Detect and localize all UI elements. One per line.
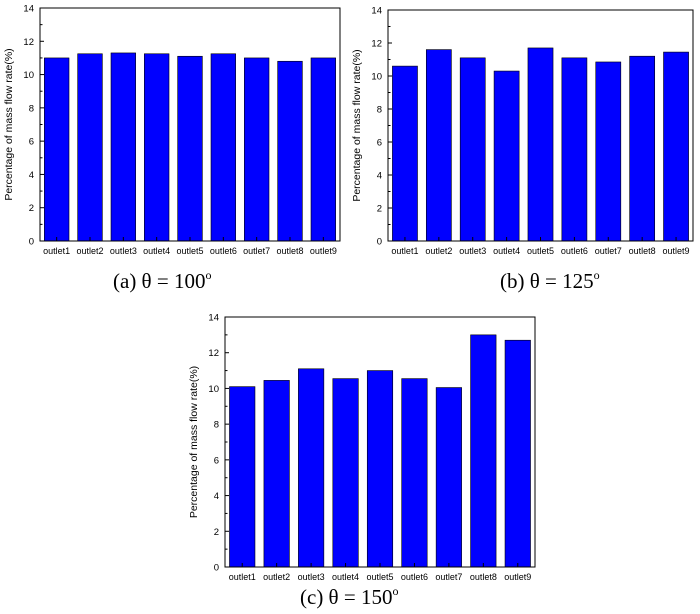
x-tick-label: outlet6 <box>561 246 588 256</box>
x-tick-label: outlet7 <box>435 572 462 582</box>
x-tick-label: outlet5 <box>366 572 393 582</box>
y-tick-label: 8 <box>29 103 34 114</box>
bar-outlet1 <box>44 57 70 242</box>
x-tick-label: outlet8 <box>629 246 656 256</box>
bar-outlet5 <box>177 55 203 242</box>
bar-outlet3 <box>110 52 136 242</box>
x-tick-label: outlet4 <box>143 246 170 256</box>
bar-outlet2 <box>425 49 452 242</box>
bar-outlet8 <box>470 334 497 568</box>
bar-outlet8 <box>629 55 656 242</box>
bar-outlet4 <box>144 53 170 242</box>
y-axis-label: Percentage of mass flow rate(%) <box>351 49 363 201</box>
caption-b-text: (b) θ = 125 <box>500 269 594 293</box>
y-tick-label: 8 <box>377 105 382 116</box>
bar-outlet8 <box>277 60 303 242</box>
y-tick-label: 2 <box>377 204 382 215</box>
y-tick-label: 10 <box>23 70 34 81</box>
bar-chart-b: 0 2 4 6 8 10 12 14 outlet1 outlet2 outlet3 outlet4 o… <box>351 6 694 256</box>
bar-outlet4 <box>493 70 520 242</box>
bar-outlet9 <box>663 51 689 242</box>
x-tick-label: outlet1 <box>43 246 70 256</box>
caption-a-degree: o <box>205 268 212 282</box>
x-tick-label: outlet4 <box>332 572 359 582</box>
x-tick-label: outlet8 <box>470 572 497 582</box>
y-axis-label: Percentage of mass flow rate(%) <box>188 366 200 518</box>
y-axis-label: Percentage of mass flow rate(%) <box>3 48 15 200</box>
y-tick-label: 12 <box>208 348 219 359</box>
bar-outlet1 <box>229 386 256 568</box>
x-tick-label: outlet5 <box>176 246 203 256</box>
x-tick-label: outlet3 <box>110 246 137 256</box>
caption-c: (c) θ = 150o <box>300 584 398 610</box>
x-tick-label: outlet7 <box>595 246 622 256</box>
y-tick-label: 12 <box>371 39 382 50</box>
x-tick-label: outlet8 <box>276 246 303 256</box>
caption-a-text: (a) θ = 100 <box>113 269 206 293</box>
y-tick-label: 14 <box>208 313 219 324</box>
y-tick-label: 6 <box>29 137 34 148</box>
caption-b: (b) θ = 125o <box>500 268 600 294</box>
bar-outlet2 <box>263 380 290 568</box>
x-tick-label: outlet3 <box>298 572 325 582</box>
x-tick-label: outlet9 <box>310 246 337 256</box>
bar-outlet5 <box>366 370 394 568</box>
y-tick-label: 4 <box>214 491 219 502</box>
x-tick-label: outlet2 <box>76 246 103 256</box>
x-tick-label: outlet1 <box>229 572 256 582</box>
bar-outlet2 <box>77 53 103 242</box>
y-tick-label: 10 <box>371 72 382 83</box>
x-tick-label: outlet9 <box>504 572 531 582</box>
y-tick-label: 14 <box>371 6 382 17</box>
x-tick-label: outlet5 <box>527 246 554 256</box>
bar-outlet3 <box>298 368 325 568</box>
caption-b-degree: o <box>593 268 600 282</box>
x-tick-label: outlet6 <box>210 246 237 256</box>
x-tick-label: outlet9 <box>663 246 690 256</box>
y-tick-label: 14 <box>23 4 34 15</box>
bar-outlet3 <box>459 57 486 242</box>
bar-outlet1 <box>392 65 418 242</box>
x-tick-label: outlet4 <box>493 246 520 256</box>
y-tick-label: 2 <box>214 527 219 538</box>
y-tick-label: 6 <box>377 138 382 149</box>
x-tick-label: outlet6 <box>401 572 428 582</box>
y-tick-label: 0 <box>377 237 382 248</box>
bar-outlet6 <box>401 378 428 568</box>
chart-panel-b: 0 2 4 6 8 10 12 14 outlet1 outlet2 outlet3 outlet4 o… <box>345 0 700 265</box>
bar-outlet6 <box>561 57 588 242</box>
bar-outlet6 <box>210 53 236 242</box>
x-tick-label: outlet3 <box>459 246 486 256</box>
y-tick-label: 0 <box>214 563 219 574</box>
x-tick-label: outlet2 <box>425 246 452 256</box>
caption-a: (a) θ = 100o <box>113 268 211 294</box>
y-tick-label: 4 <box>29 170 34 181</box>
y-tick-label: 0 <box>29 237 34 248</box>
chart-panel-c: 0 2 4 6 8 10 12 14 outlet1 outlet2 outlet3 outlet4 o… <box>180 305 550 583</box>
y-tick-label: 12 <box>23 37 34 48</box>
bar-outlet7 <box>244 57 270 242</box>
x-tick-label: outlet2 <box>263 572 290 582</box>
y-tick-label: 10 <box>208 384 219 395</box>
bar-outlet5 <box>527 47 554 242</box>
y-tick-label: 6 <box>214 455 219 466</box>
bar-outlet7 <box>435 387 462 568</box>
bar-outlet7 <box>595 61 622 242</box>
y-tick-label: 8 <box>214 420 219 431</box>
x-tick-label: outlet1 <box>391 246 418 256</box>
chart-panel-a: 0 2 4 6 8 10 12 14 outlet1 outlet2 outlet3 outlet4 o… <box>0 0 345 265</box>
bar-outlet9 <box>310 57 336 242</box>
bar-chart-a: 0 2 4 6 8 10 12 14 outlet1 outlet2 outlet3 outlet4 o… <box>3 4 341 256</box>
y-tick-label: 4 <box>377 171 382 182</box>
y-tick-label: 2 <box>29 203 34 214</box>
bar-chart-c: 0 2 4 6 8 10 12 14 outlet1 outlet2 outlet3 outlet4 o… <box>188 313 536 582</box>
bar-outlet4 <box>332 378 359 568</box>
caption-c-text: (c) θ = 150 <box>300 585 393 609</box>
caption-c-degree: o <box>392 584 399 598</box>
bar-outlet9 <box>504 339 531 568</box>
x-tick-label: outlet7 <box>243 246 270 256</box>
